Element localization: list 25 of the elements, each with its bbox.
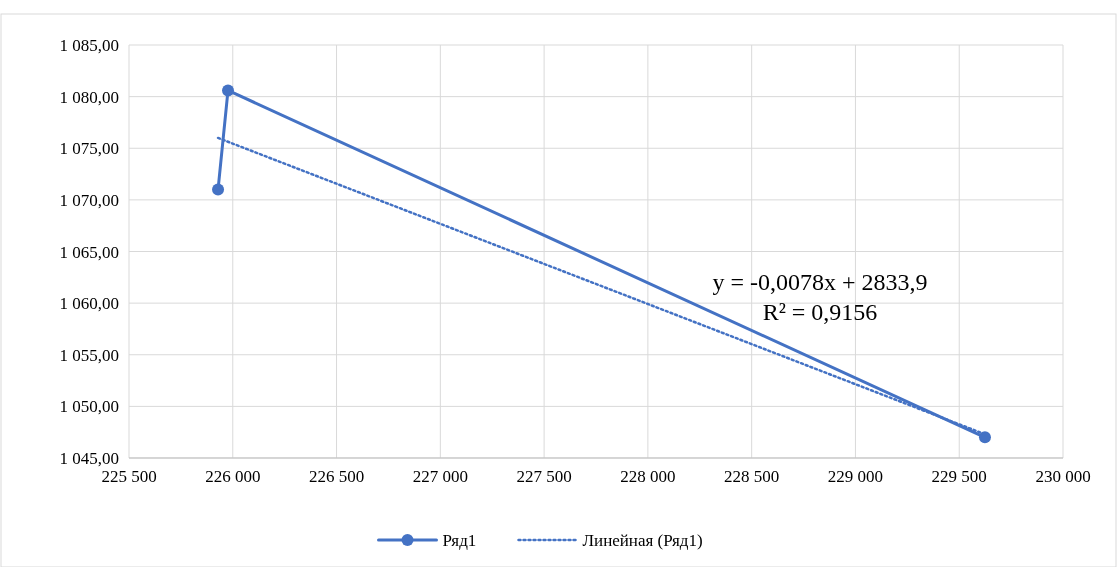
y-tick-label: 1 080,00 (59, 87, 119, 107)
y-tick-label: 1 055,00 (59, 345, 119, 365)
point (222, 84, 234, 97)
x-tick-label: 229 500 (931, 467, 987, 486)
x-tick-label: 228 500 (724, 467, 780, 486)
x-tick-label: 230 000 (1035, 467, 1091, 486)
annotation: R² = 0,9156 (762, 299, 878, 325)
y-tick-label: 1 085,00 (59, 36, 119, 55)
x-tick-label: 226 500 (308, 467, 365, 486)
point (212, 183, 225, 196)
legend-label: Линейная (Ряд1) (582, 531, 703, 550)
x-tick-label: 227 000 (412, 467, 468, 486)
legend-label: Ряд1 (442, 531, 477, 550)
y-tick-label: 1 050,00 (59, 397, 119, 417)
y-tick-label: 1 045,00 (59, 449, 119, 468)
x-tick-label: 226 000 (205, 467, 261, 486)
annotation: y = -0,0078x + 2833,9 (712, 269, 928, 295)
x-tick-label: 228 000 (620, 467, 676, 486)
x-tick-label: 225 500 (101, 467, 157, 486)
y-tick-label: 1 075,00 (59, 139, 119, 159)
x-tick-label: 227 500 (516, 467, 572, 486)
y-tick-label: 1 065,00 (59, 242, 119, 262)
y-tick-label: 1 070,00 (59, 190, 119, 210)
x-tick-label: 229 000 (827, 467, 884, 486)
y-tick-label: 1 060,00 (59, 294, 119, 314)
